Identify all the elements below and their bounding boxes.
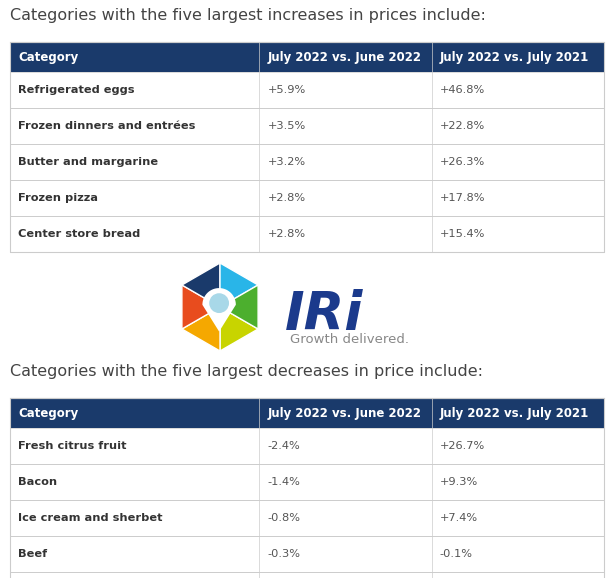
Text: Refrigerated eggs: Refrigerated eggs <box>18 85 134 95</box>
Text: +26.3%: +26.3% <box>440 157 485 167</box>
Polygon shape <box>182 285 220 329</box>
Text: Frozen dinners and entrées: Frozen dinners and entrées <box>18 121 195 131</box>
Text: Frozen pizza: Frozen pizza <box>18 193 98 203</box>
Text: +2.8%: +2.8% <box>268 229 306 239</box>
Bar <box>10 72 604 108</box>
Polygon shape <box>220 263 258 307</box>
Text: IRi: IRi <box>285 289 363 341</box>
Text: -1.4%: -1.4% <box>268 477 300 487</box>
Text: +7.4%: +7.4% <box>440 513 478 523</box>
Polygon shape <box>220 307 258 351</box>
Bar <box>10 180 604 216</box>
Text: July 2022 vs. July 2021: July 2022 vs. July 2021 <box>440 50 589 64</box>
Bar <box>10 536 604 572</box>
Text: -2.4%: -2.4% <box>268 441 300 451</box>
Polygon shape <box>182 263 220 307</box>
Text: +3.2%: +3.2% <box>268 157 306 167</box>
Bar <box>10 500 604 536</box>
Text: +5.9%: +5.9% <box>268 85 306 95</box>
Text: Category: Category <box>18 406 78 420</box>
Text: +26.7%: +26.7% <box>440 441 485 451</box>
Bar <box>10 398 604 578</box>
Text: +17.8%: +17.8% <box>440 193 485 203</box>
Text: +2.8%: +2.8% <box>268 193 306 203</box>
Polygon shape <box>220 285 258 329</box>
Bar <box>10 108 604 144</box>
Text: -0.1%: -0.1% <box>440 549 473 559</box>
Text: +9.3%: +9.3% <box>440 477 478 487</box>
Text: -0.3%: -0.3% <box>268 549 300 559</box>
Text: Categories with the five largest decreases in price include:: Categories with the five largest decreas… <box>10 364 483 379</box>
Text: Categories with the five largest increases in prices include:: Categories with the five largest increas… <box>10 8 486 23</box>
Polygon shape <box>203 288 236 332</box>
Polygon shape <box>182 307 220 351</box>
Text: Growth delivered.: Growth delivered. <box>290 333 409 346</box>
Text: +22.8%: +22.8% <box>440 121 485 131</box>
Text: July 2022 vs. June 2022: July 2022 vs. June 2022 <box>268 406 421 420</box>
Text: +46.8%: +46.8% <box>440 85 485 95</box>
Text: Category: Category <box>18 50 78 64</box>
Bar <box>10 216 604 252</box>
Bar <box>10 42 604 252</box>
Text: July 2022 vs. July 2021: July 2022 vs. July 2021 <box>440 406 589 420</box>
Text: +15.4%: +15.4% <box>440 229 485 239</box>
Text: -0.8%: -0.8% <box>268 513 300 523</box>
Bar <box>10 144 604 180</box>
Text: Center store bread: Center store bread <box>18 229 140 239</box>
Text: Butter and margarine: Butter and margarine <box>18 157 158 167</box>
Text: July 2022 vs. June 2022: July 2022 vs. June 2022 <box>268 50 421 64</box>
Text: Beef: Beef <box>18 549 47 559</box>
Text: +3.5%: +3.5% <box>268 121 306 131</box>
Text: Ice cream and sherbet: Ice cream and sherbet <box>18 513 163 523</box>
Bar <box>10 428 604 464</box>
Bar <box>10 42 604 72</box>
Text: Fresh citrus fruit: Fresh citrus fruit <box>18 441 126 451</box>
Bar <box>10 464 604 500</box>
Text: Bacon: Bacon <box>18 477 57 487</box>
Circle shape <box>210 294 228 312</box>
Bar <box>10 398 604 428</box>
Bar <box>10 572 604 578</box>
